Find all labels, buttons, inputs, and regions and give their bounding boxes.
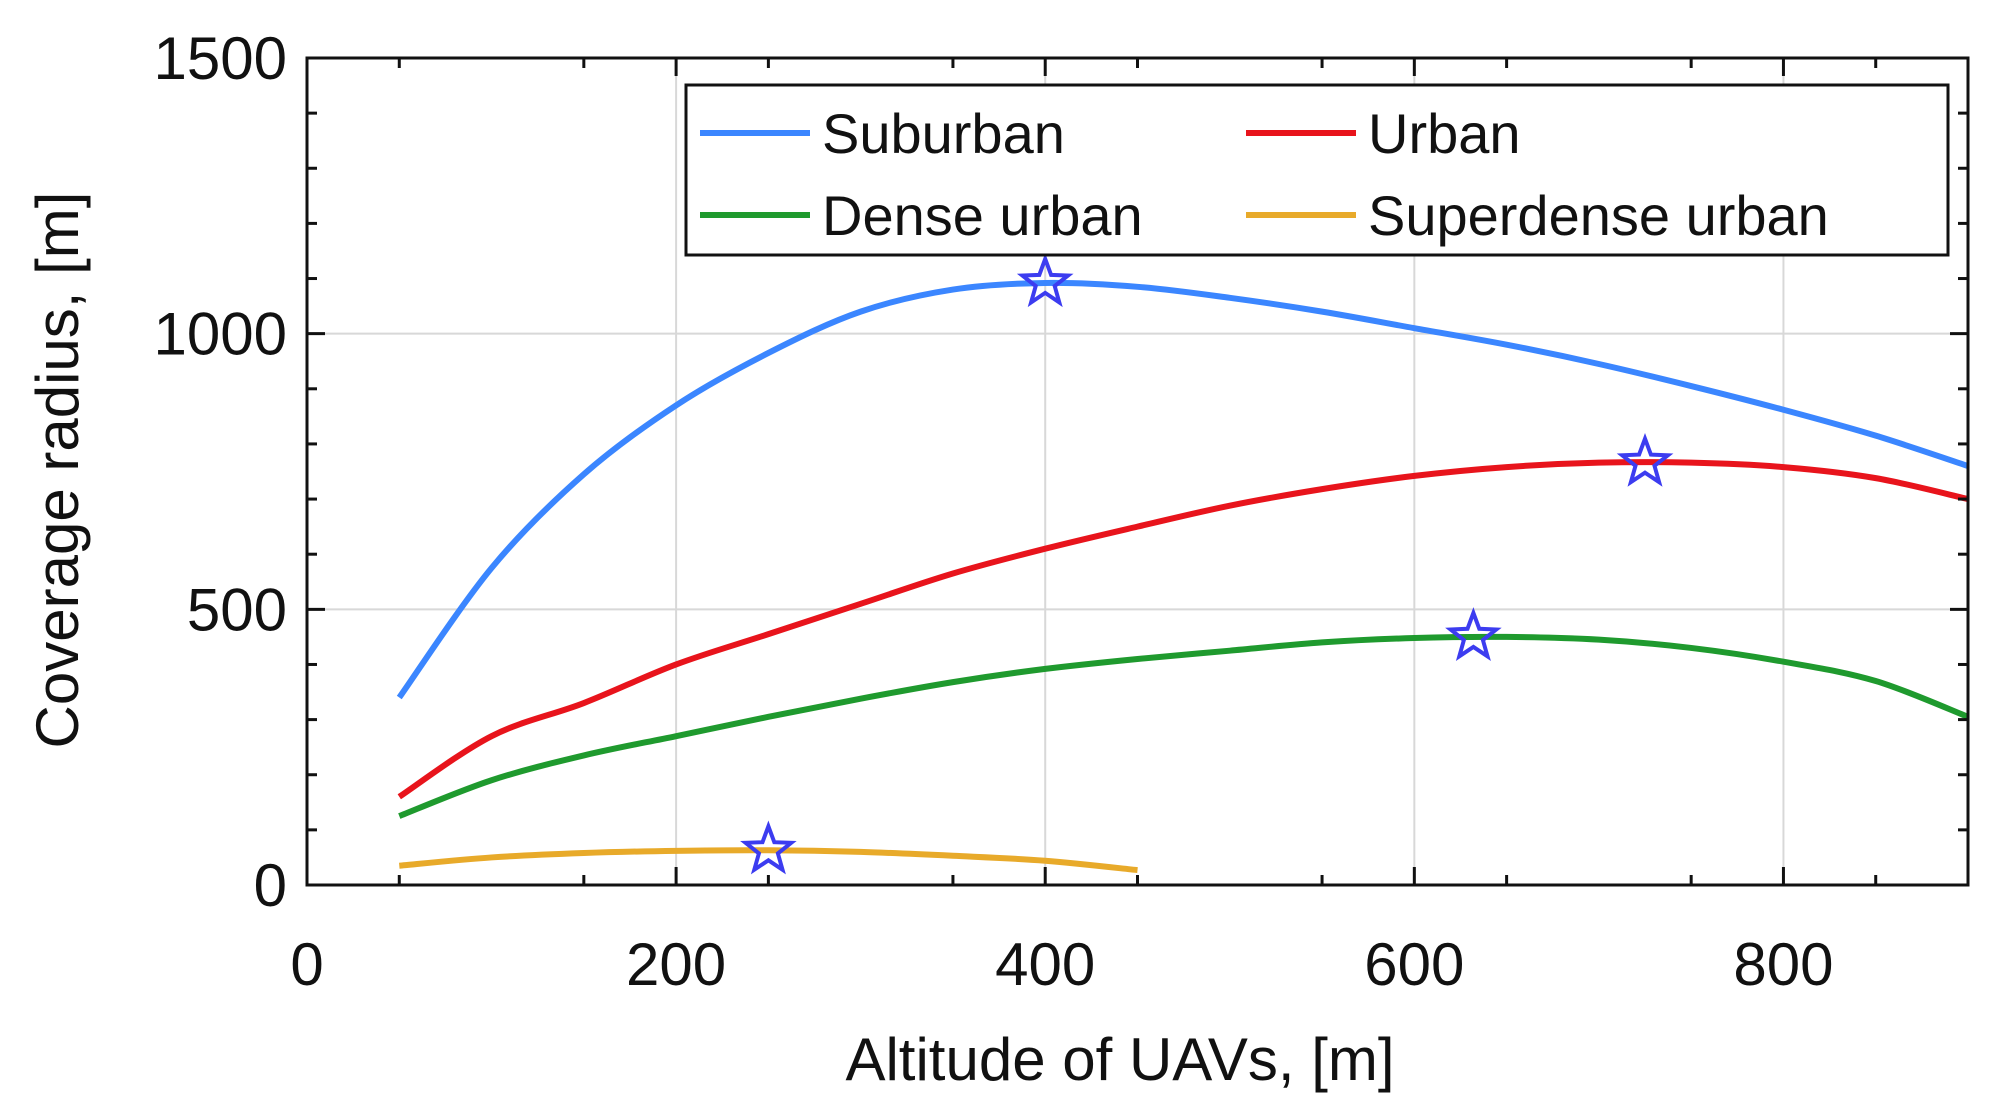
legend-label-suburban: Suburban [822, 102, 1065, 165]
series-line-dense-urban [398, 633, 1970, 819]
y-tick-label: 500 [187, 576, 287, 643]
x-tick-label: 800 [1733, 931, 1833, 998]
y-axis-label: Coverage radius, [m] [24, 192, 91, 749]
tick-labels: 0 200 400 600 800 0 500 1000 1500 [154, 25, 1834, 998]
y-tick-label: 1000 [154, 301, 287, 368]
optimum-star-marker-dense-urban [1445, 607, 1502, 661]
axes-frame [305, 56, 1970, 887]
y-tick-label: 1500 [154, 25, 287, 92]
x-tick-label: 400 [995, 931, 1095, 998]
series-line-urban [397, 459, 1969, 800]
x-axis-label: Altitude of UAVs, [m] [845, 1026, 1394, 1093]
optimum-markers [740, 253, 1674, 875]
series-line-suburban [396, 279, 1969, 700]
legend-label-urban: Urban [1368, 102, 1521, 165]
y-tick-label: 0 [254, 852, 287, 919]
legend: Suburban Urban Dense urban Superdense urban [684, 83, 1950, 257]
legend-box [684, 83, 1950, 257]
optimum-star-marker-urban [1616, 432, 1674, 487]
x-tick-label: 600 [1364, 931, 1464, 998]
x-tick-label: 200 [626, 931, 726, 998]
legend-label-dense-urban: Dense urban [822, 184, 1143, 247]
x-tick-label: 0 [290, 931, 323, 998]
optimum-star-marker-superdense-urban [740, 820, 797, 875]
legend-label-superdense-urban: Superdense urban [1368, 184, 1829, 247]
series-line-superdense-urban [399, 847, 1138, 874]
series-lines [396, 279, 1970, 874]
optimum-star-marker-suburban [1016, 253, 1074, 308]
